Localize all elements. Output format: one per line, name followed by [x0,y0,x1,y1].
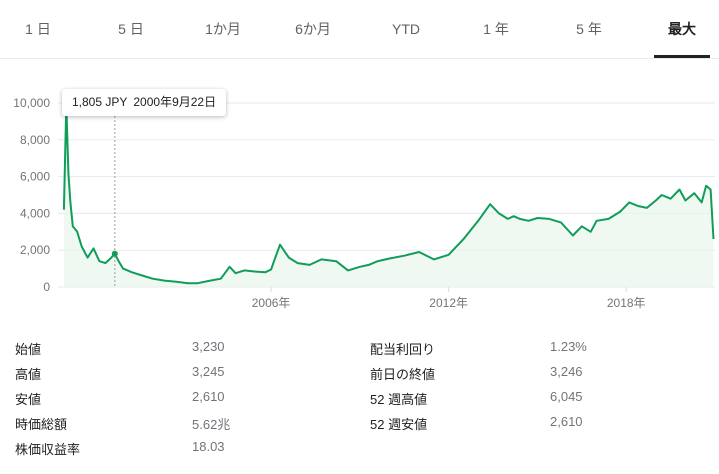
tooltip-price: 1,805 JPY [72,95,128,109]
x-tick-label: 2018年 [607,296,646,310]
stat-value-low: 2,610 [192,389,225,404]
stat-label-52w-low: 52 週安値 [370,417,428,432]
stat-label-market-cap: 時価総額 [15,417,68,432]
y-tick-label: 4,000 [20,206,50,220]
range-tabs: 1 日 5 日 1か月 6か月 YTD 1 年 5 年 最大 [0,0,719,59]
stat-label-high: 高値 [15,367,42,382]
x-tick-label: 2006年 [252,296,291,310]
y-tick-label: 10,000 [13,96,50,110]
x-tick-label: 2012年 [429,296,468,310]
y-tick-label: 8,000 [20,133,50,147]
stat-value-52w-high: 6,045 [550,389,583,404]
stat-value-high: 3,245 [192,364,225,379]
hover-point [111,250,118,257]
tab-1y[interactable]: 1 年 [483,21,509,37]
stat-label-dividend-yield: 配当利回り [370,342,436,357]
y-axis-ticks: 10,000 8,000 6,000 4,000 2,000 0 [13,96,50,294]
stat-label-52w-high: 52 週高値 [370,392,428,407]
stat-value-market-cap: 5.62兆 [192,417,231,432]
price-area [63,104,714,287]
stat-label-low: 安値 [15,392,42,407]
tab-1d[interactable]: 1 日 [25,21,51,37]
tab-5y[interactable]: 5 年 [576,21,602,37]
tab-max[interactable]: 最大 [668,21,696,37]
stat-value-open: 3,230 [192,339,225,354]
stat-value-52w-low: 2,610 [550,414,583,429]
y-tick-label: 2,000 [20,243,50,257]
active-tab-indicator [654,55,710,58]
price-line [62,103,715,285]
stat-value-pe-ratio: 18.03 [192,439,225,454]
x-axis-ticks: 2006年 2012年 2018年 [252,287,646,310]
stat-label-open: 始値 [15,342,42,357]
tab-6m[interactable]: 6か月 [295,21,331,37]
tooltip-date: 2000年9月22日 [133,95,217,109]
stat-label-pe-ratio: 株価収益率 [15,442,81,457]
price-tooltip: 1,805 JPY 2000年9月22日 [62,89,227,116]
y-tick-label: 0 [43,280,50,294]
y-tick-label: 6,000 [20,170,50,184]
tab-5d[interactable]: 5 日 [118,21,144,37]
tab-ytd[interactable]: YTD [392,21,420,37]
stat-value-dividend-yield: 1.23% [550,339,587,354]
stat-value-prev-close: 3,246 [550,364,583,379]
stat-label-prev-close: 前日の終値 [370,367,436,382]
tab-1m[interactable]: 1か月 [205,21,241,37]
